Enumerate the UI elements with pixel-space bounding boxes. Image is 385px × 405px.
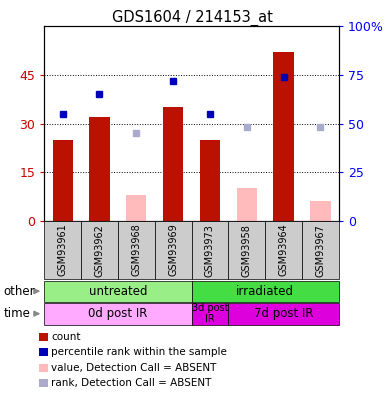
Text: other: other: [4, 285, 35, 298]
Text: irradiated: irradiated: [236, 285, 294, 298]
Bar: [126, 195, 146, 221]
Text: rank, Detection Call = ABSENT: rank, Detection Call = ABSENT: [51, 378, 212, 388]
Text: 3d post
IR: 3d post IR: [192, 303, 228, 324]
Bar: [163, 107, 183, 221]
Text: GSM93968: GSM93968: [131, 224, 141, 277]
Text: GSM93969: GSM93969: [168, 224, 178, 277]
Bar: [310, 201, 330, 221]
Text: GSM93962: GSM93962: [94, 224, 104, 277]
Text: count: count: [51, 332, 81, 342]
Text: 0d post IR: 0d post IR: [88, 307, 147, 320]
Text: percentile rank within the sample: percentile rank within the sample: [51, 347, 227, 357]
Text: GSM93967: GSM93967: [315, 224, 325, 277]
Text: 7d post IR: 7d post IR: [254, 307, 313, 320]
Bar: [237, 188, 257, 221]
Bar: [200, 140, 220, 221]
Bar: [89, 117, 110, 221]
Text: GDS1604 / 214153_at: GDS1604 / 214153_at: [112, 10, 273, 26]
Bar: [53, 140, 73, 221]
Bar: [273, 52, 294, 221]
Text: value, Detection Call = ABSENT: value, Detection Call = ABSENT: [51, 363, 217, 373]
Text: GSM93973: GSM93973: [205, 224, 215, 277]
Text: GSM93958: GSM93958: [242, 224, 252, 277]
Text: GSM93961: GSM93961: [58, 224, 68, 277]
Text: untreated: untreated: [89, 285, 147, 298]
Text: time: time: [4, 307, 31, 320]
Text: GSM93964: GSM93964: [279, 224, 289, 277]
